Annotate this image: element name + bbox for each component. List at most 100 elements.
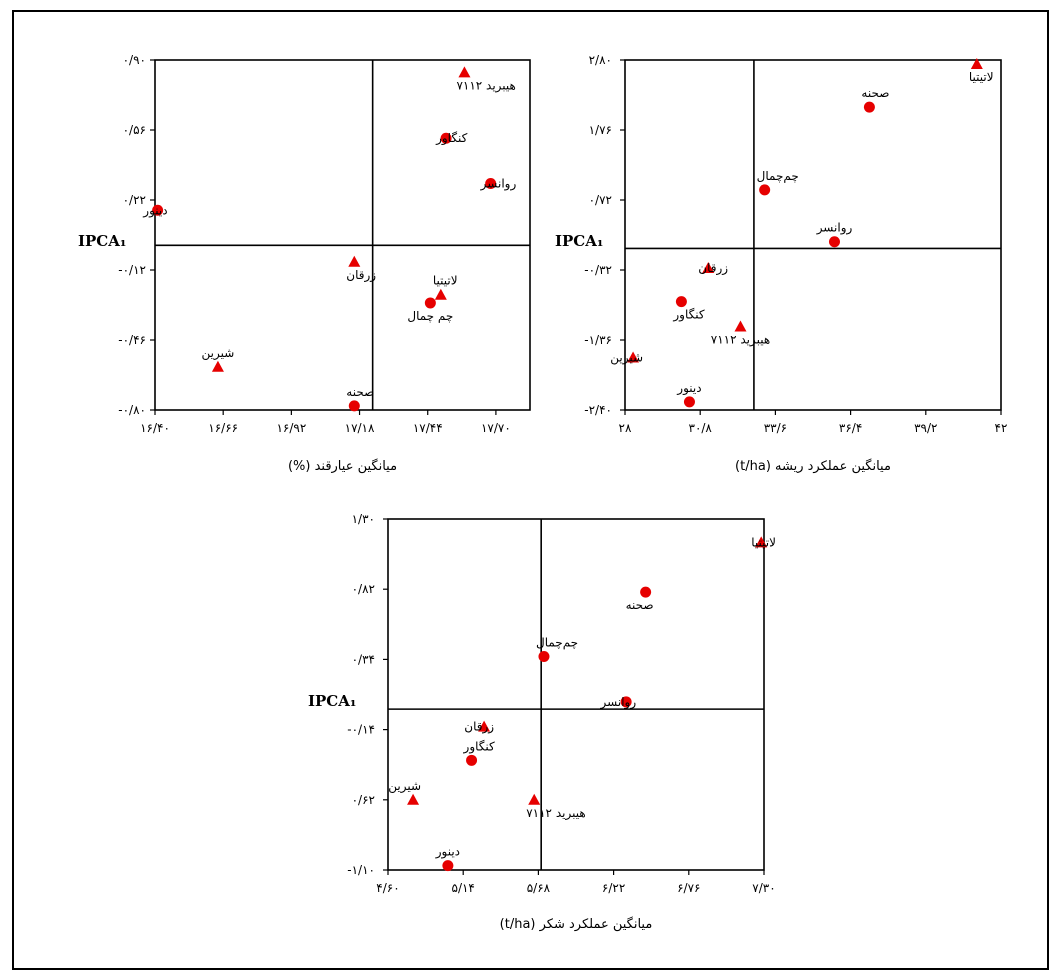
x-tick-label: ۳۳/۶ (764, 421, 787, 435)
point-label: چم چمال (407, 309, 453, 323)
triangle-marker (702, 261, 715, 273)
point-label: روانسر (600, 695, 637, 710)
circle-marker (442, 860, 454, 872)
y-tick-label: -۰/۱۲ (118, 263, 146, 277)
x-axis-title: میانگین عملکرد ریشه (t/ha) (735, 458, 891, 474)
circle-marker (640, 586, 652, 598)
y-tick-label: -۱/۱۰ (347, 863, 375, 877)
x-tick-label: ۵/۶۸ (527, 881, 551, 895)
x-tick-label: ۶/۷۶ (677, 881, 700, 895)
point-label: شیرین (388, 779, 421, 794)
x-tick-label: ۳۶/۴ (839, 421, 862, 435)
circle-marker (620, 696, 632, 708)
point-label: لاتیتیا (433, 274, 458, 288)
y-tick-label: ۰/۵۶ (123, 123, 146, 137)
point-label: روانسر (480, 177, 517, 192)
x-tick-label: ۶/۲۲ (602, 881, 625, 895)
triangle-marker (478, 720, 491, 732)
y-tick-label: ۱/۷۶ (589, 123, 612, 137)
circle-marker (466, 754, 478, 766)
y-tick-label: -۲/۴۰ (584, 403, 612, 417)
y-tick-label: ۰/۲۲ (123, 193, 146, 207)
x-tick-label: ۴/۶۰ (376, 881, 399, 895)
y-tick-label: ۱/۳۰ (352, 512, 375, 526)
point-label: دینور (435, 845, 460, 860)
point-label: زرقان (698, 261, 728, 276)
circle-marker (538, 650, 550, 662)
point-label: زرقان (464, 720, 494, 735)
circle-marker (152, 204, 164, 216)
y-tick-label: ۲/۸۰ (589, 53, 612, 67)
circle-marker (675, 296, 687, 308)
x-tick-label: ۱۶/۹۲ (276, 421, 306, 435)
x-axis-title: میانگین عملکرد شکر (t/ha) (500, 916, 653, 932)
point-label: شیرین (202, 346, 235, 361)
x-axis-title: میانگین عیارقند (%) (288, 458, 397, 474)
triangle-marker (755, 536, 768, 548)
x-tick-label: ۱۷/۱۸ (345, 421, 375, 435)
point-label: شیرین (610, 351, 643, 366)
y-tick-label: -۰/۳۲ (584, 263, 612, 277)
triangle-marker (348, 255, 361, 267)
plot-frame (387, 518, 765, 871)
y-tick-label: ۰/۸۲ (352, 582, 375, 596)
point-label: دینور (142, 203, 167, 218)
x-tick-label: ۱۷/۴۴ (413, 421, 443, 435)
x-tick-label: ۱۷/۷۰ (481, 421, 511, 435)
y-axis-title: IPCA₁ (555, 232, 603, 250)
triangle-marker (528, 793, 541, 805)
triangle-marker (734, 320, 747, 332)
point-label: هیبرید ۷۱۱۲ (711, 333, 770, 348)
triangle-marker (970, 58, 983, 70)
point-label: چم‌چمال (536, 635, 578, 649)
point-label: صحنه (861, 86, 889, 100)
point-label: لاتیتیا (969, 70, 994, 84)
circle-marker (759, 184, 771, 196)
point-label: صحنه (626, 598, 654, 612)
x-tick-label: ۲۸ (619, 421, 632, 435)
circle-marker (683, 396, 695, 408)
point-label: هیبرید ۷۱۱۲ (526, 806, 585, 821)
circle-marker (863, 101, 875, 113)
y-tick-label: -۰/۱۴ (347, 723, 375, 737)
y-tick-label: ۰/۶۲ (352, 793, 375, 807)
x-tick-label: ۵/۱۴ (452, 881, 475, 895)
x-tick-label: ۳۹/۲ (914, 421, 937, 435)
circle-marker (828, 236, 840, 248)
triangle-marker (627, 351, 640, 363)
y-tick-label: ۰/۳۴ (352, 652, 375, 666)
y-axis-title: IPCA₁ (308, 692, 356, 710)
x-tick-label: ۷/۳۰ (752, 881, 775, 895)
point-label: لاتیتیا (751, 535, 776, 549)
x-tick-label: ۳۰/۸ (689, 421, 713, 435)
point-label: کنگاور (672, 308, 704, 323)
triangle-marker (434, 288, 447, 300)
y-tick-label: -۰/۸۰ (118, 403, 146, 417)
y-axis-title: IPCA₁ (78, 232, 126, 250)
circle-marker (424, 297, 436, 309)
plot-frame (624, 59, 1002, 411)
y-tick-label: ۰/۹۰ (123, 53, 146, 67)
circle-marker (348, 400, 360, 412)
point-label: روانسر (816, 221, 853, 236)
point-label: چم‌چمال (757, 169, 799, 183)
triangle-marker (211, 360, 224, 372)
point-label: کنگاور (435, 131, 467, 146)
x-tick-label: ۱۶/۶۶ (208, 421, 238, 435)
circle-marker (440, 132, 452, 144)
point-label: زرقان (346, 268, 376, 283)
plot-frame (154, 59, 531, 411)
point-label: کنگاور (463, 739, 495, 754)
x-tick-label: ۴۲ (995, 421, 1008, 435)
y-tick-label: ۰/۷۲ (589, 193, 612, 207)
point-label: دینور (676, 381, 701, 396)
x-tick-label: ۱۶/۴۰ (140, 421, 170, 435)
circle-marker (485, 178, 497, 190)
y-tick-label: -۰/۴۶ (118, 333, 146, 347)
point-label: صحنه (346, 385, 374, 399)
triangle-marker (458, 66, 471, 78)
y-tick-label: -۱/۳۶ (584, 333, 612, 347)
